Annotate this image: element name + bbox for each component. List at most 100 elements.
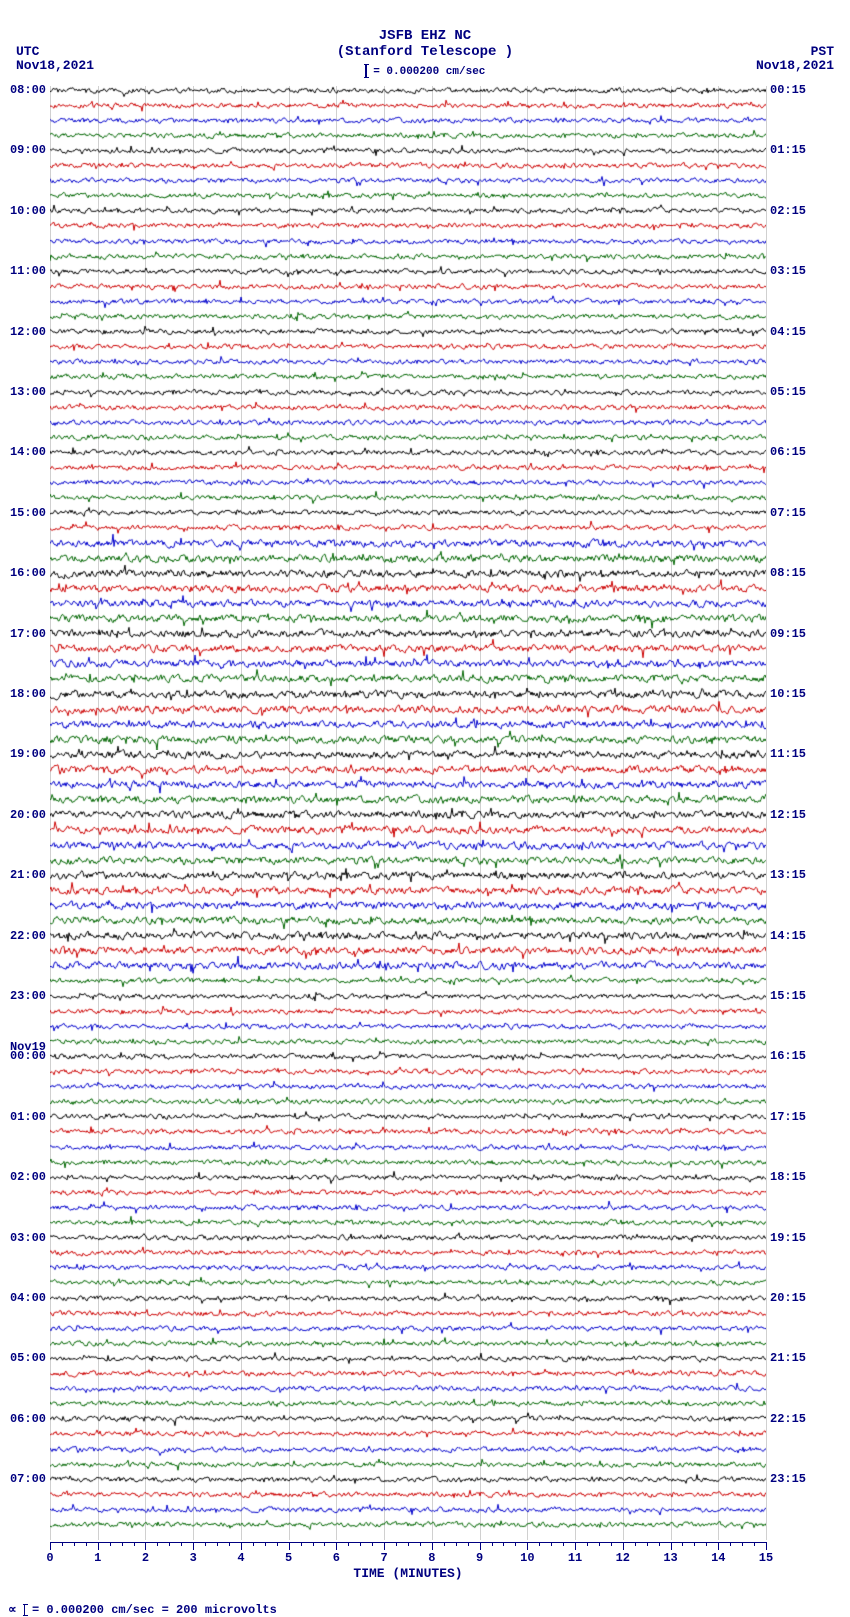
utc-time-label: 22:00 bbox=[10, 930, 46, 942]
x-minor-tick bbox=[277, 1542, 278, 1546]
utc-time-label: 23:00 bbox=[10, 990, 46, 1002]
x-minor-tick bbox=[599, 1542, 600, 1546]
utc-time-label: 04:00 bbox=[10, 1292, 46, 1304]
pst-time-label: 22:15 bbox=[770, 1413, 806, 1425]
pst-time-label: 11:15 bbox=[770, 748, 806, 760]
pst-time-label: 06:15 bbox=[770, 446, 806, 458]
x-major-tick bbox=[98, 1542, 99, 1550]
x-minor-tick bbox=[551, 1542, 552, 1546]
x-tick-label: 7 bbox=[374, 1551, 394, 1565]
x-minor-tick bbox=[253, 1542, 254, 1546]
pst-time-label: 03:15 bbox=[770, 265, 806, 277]
pst-time-label: 02:15 bbox=[770, 205, 806, 217]
pst-time-label: 17:15 bbox=[770, 1111, 806, 1123]
x-minor-tick bbox=[396, 1542, 397, 1546]
x-minor-tick bbox=[647, 1542, 648, 1546]
x-minor-tick bbox=[730, 1542, 731, 1546]
x-minor-tick bbox=[587, 1542, 588, 1546]
pst-time-label: 09:15 bbox=[770, 628, 806, 640]
x-minor-tick bbox=[324, 1542, 325, 1546]
utc-time-label: 18:00 bbox=[10, 688, 46, 700]
x-minor-tick bbox=[86, 1542, 87, 1546]
timezone-left: UTC bbox=[16, 44, 39, 59]
footer-scale-icon: ∝ bbox=[8, 1603, 17, 1617]
utc-time-label: 07:00 bbox=[10, 1473, 46, 1485]
utc-time-label: 01:00 bbox=[10, 1111, 46, 1123]
x-major-tick bbox=[193, 1542, 194, 1550]
x-tick-label: 3 bbox=[183, 1551, 203, 1565]
x-minor-tick bbox=[503, 1542, 504, 1546]
x-major-tick bbox=[527, 1542, 528, 1550]
x-minor-tick bbox=[420, 1542, 421, 1546]
x-tick-label: 12 bbox=[613, 1551, 633, 1565]
x-tick-label: 1 bbox=[88, 1551, 108, 1565]
x-minor-tick bbox=[659, 1542, 660, 1546]
utc-time-label: 15:00 bbox=[10, 507, 46, 519]
x-minor-tick bbox=[110, 1542, 111, 1546]
pst-time-label: 20:15 bbox=[770, 1292, 806, 1304]
utc-time-label: 12:00 bbox=[10, 326, 46, 338]
x-major-tick bbox=[432, 1542, 433, 1550]
pst-time-label: 13:15 bbox=[770, 869, 806, 881]
x-minor-tick bbox=[515, 1542, 516, 1546]
x-minor-tick bbox=[372, 1542, 373, 1546]
utc-time-label: 03:00 bbox=[10, 1232, 46, 1244]
x-tick-label: 9 bbox=[470, 1551, 490, 1565]
x-axis-label: TIME (MINUTES) bbox=[50, 1566, 766, 1581]
x-tick-label: 5 bbox=[279, 1551, 299, 1565]
x-minor-tick bbox=[74, 1542, 75, 1546]
utc-time-label: 16:00 bbox=[10, 567, 46, 579]
x-minor-tick bbox=[492, 1542, 493, 1546]
x-minor-tick bbox=[611, 1542, 612, 1546]
utc-time-label: 08:00 bbox=[10, 84, 46, 96]
x-major-tick bbox=[623, 1542, 624, 1550]
x-minor-tick bbox=[217, 1542, 218, 1546]
x-minor-tick bbox=[456, 1542, 457, 1546]
x-major-tick bbox=[50, 1542, 51, 1550]
utc-time-label: 02:00 bbox=[10, 1171, 46, 1183]
x-minor-tick bbox=[265, 1542, 266, 1546]
x-tick-label: 11 bbox=[565, 1551, 585, 1565]
pst-time-label: 00:15 bbox=[770, 84, 806, 96]
pst-time-label: 15:15 bbox=[770, 990, 806, 1002]
x-major-tick bbox=[718, 1542, 719, 1550]
x-major-tick bbox=[241, 1542, 242, 1550]
utc-time-label: 19:00 bbox=[10, 748, 46, 760]
pst-time-label: 01:15 bbox=[770, 144, 806, 156]
timezone-right: PST bbox=[811, 44, 834, 59]
x-tick-label: 8 bbox=[422, 1551, 442, 1565]
pst-time-label: 16:15 bbox=[770, 1050, 806, 1062]
x-minor-tick bbox=[301, 1542, 302, 1546]
pst-time-label: 08:15 bbox=[770, 567, 806, 579]
x-major-tick bbox=[480, 1542, 481, 1550]
x-minor-tick bbox=[706, 1542, 707, 1546]
pst-time-label: 21:15 bbox=[770, 1352, 806, 1364]
x-tick-label: 14 bbox=[708, 1551, 728, 1565]
scale-indicator: = 0.000200 cm/sec bbox=[0, 64, 850, 78]
x-tick-label: 15 bbox=[756, 1551, 776, 1565]
utc-time-label: 11:00 bbox=[10, 265, 46, 277]
x-minor-tick bbox=[348, 1542, 349, 1546]
x-minor-tick bbox=[539, 1542, 540, 1546]
utc-time-label: 21:00 bbox=[10, 869, 46, 881]
utc-time-label: 10:00 bbox=[10, 205, 46, 217]
x-tick-label: 10 bbox=[517, 1551, 537, 1565]
utc-time-label: 13:00 bbox=[10, 386, 46, 398]
pst-time-label: 19:15 bbox=[770, 1232, 806, 1244]
utc-time-label: 05:00 bbox=[10, 1352, 46, 1364]
x-minor-tick bbox=[181, 1542, 182, 1546]
x-minor-tick bbox=[408, 1542, 409, 1546]
x-minor-tick bbox=[157, 1542, 158, 1546]
x-minor-tick bbox=[444, 1542, 445, 1546]
x-tick-label: 4 bbox=[231, 1551, 251, 1565]
seismic-trace bbox=[50, 1514, 766, 1535]
pst-time-label: 07:15 bbox=[770, 507, 806, 519]
pst-time-label: 14:15 bbox=[770, 930, 806, 942]
x-major-tick bbox=[575, 1542, 576, 1550]
x-major-tick bbox=[145, 1542, 146, 1550]
seismogram-container: JSFB EHZ NC (Stanford Telescope ) = 0.00… bbox=[0, 0, 850, 1613]
pst-time-label: 05:15 bbox=[770, 386, 806, 398]
x-minor-tick bbox=[468, 1542, 469, 1546]
x-major-tick bbox=[766, 1542, 767, 1550]
footer-scale-text: = 0.000200 cm/sec = 200 microvolts bbox=[32, 1603, 277, 1617]
